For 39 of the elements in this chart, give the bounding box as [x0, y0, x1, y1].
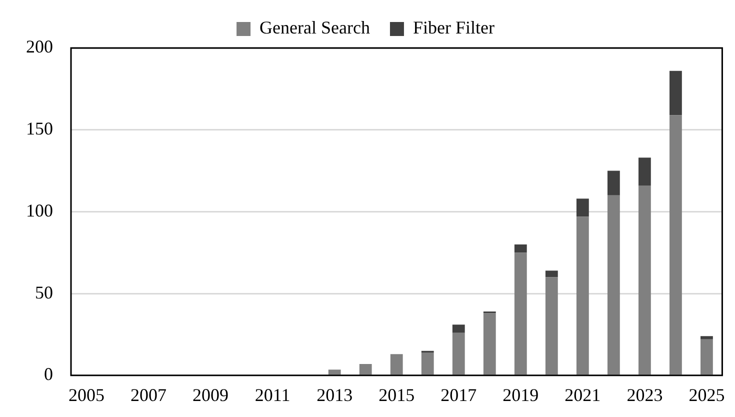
bar: [700, 336, 713, 340]
x-tick-label: 2025: [688, 384, 725, 405]
bar: [483, 313, 496, 375]
bar: [421, 352, 434, 375]
x-tick-label: 2007: [130, 384, 167, 405]
bar: [328, 370, 341, 375]
x-tick-label: 2019: [502, 384, 539, 405]
bar: [576, 198, 589, 217]
bar: [452, 324, 465, 333]
x-tick-label: 2017: [440, 384, 477, 405]
y-tick-label: 0: [44, 364, 53, 384]
y-tick-label: 100: [26, 200, 53, 220]
legend-label: General Search: [260, 18, 370, 38]
bar: [576, 216, 589, 375]
bar: [545, 270, 558, 278]
bar: [670, 115, 682, 375]
x-tick-label: 2011: [254, 384, 290, 405]
bar: [670, 70, 682, 116]
bar: [700, 339, 713, 375]
x-tick-label: 2023: [626, 384, 663, 405]
x-tick-label: 2005: [68, 384, 105, 405]
bar: [638, 186, 651, 375]
y-tick-label: 150: [26, 118, 53, 139]
x-tick-label: 2013: [316, 384, 353, 405]
bar: [607, 170, 620, 196]
bar: [545, 277, 558, 375]
y-tick-label: 50: [35, 282, 53, 302]
bar: [607, 195, 620, 375]
legend-label: Fiber Filter: [412, 18, 494, 38]
bar: [514, 244, 527, 253]
bar: [390, 354, 403, 375]
x-tick-label: 2021: [564, 384, 601, 405]
y-tick-label: 200: [26, 36, 53, 57]
bar: [638, 158, 651, 186]
bar: [514, 252, 527, 375]
x-tick-label: 2015: [378, 384, 415, 405]
bar: [452, 332, 465, 375]
x-tick-label: 2009: [192, 384, 229, 405]
bar: [359, 364, 372, 375]
